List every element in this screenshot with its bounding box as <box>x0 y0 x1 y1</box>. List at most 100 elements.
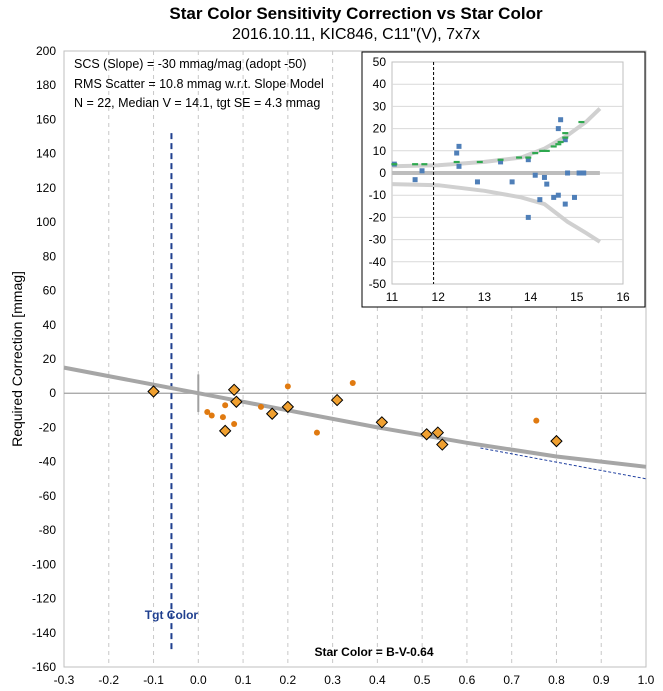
main-y-tick-label: -160 <box>32 660 56 674</box>
inset-dash-point <box>516 156 523 159</box>
inset-square-point <box>525 214 531 220</box>
inset-dash-point <box>412 163 419 166</box>
main-y-tick-label: -120 <box>32 592 56 606</box>
inset-dash-point <box>550 145 557 148</box>
main-y-tick-label: 200 <box>36 44 56 58</box>
inset-x-tick-label: 14 <box>524 290 538 304</box>
stats-line-2: RMS Scatter = 10.8 mmag w.r.t. Slope Mod… <box>74 77 324 91</box>
inset-square-point <box>581 170 587 176</box>
inset-square-point <box>537 197 543 203</box>
dot-point <box>313 429 320 436</box>
diamond-point <box>375 416 389 429</box>
inset-y-tick-label: 0 <box>379 166 386 180</box>
diamond-point <box>431 426 445 439</box>
chart-title: Star Color Sensitivity Correction vs Sta… <box>169 4 543 23</box>
main-y-tick-labels: -160 -140 -120 -100 -80 -60 -40 -20 0 20 40 60 80 100… <box>32 44 56 674</box>
inset-dash-point <box>497 158 504 161</box>
fit-curve <box>63 365 647 469</box>
inset-square-point <box>571 194 577 200</box>
diamond-point <box>147 385 160 398</box>
diamond-point <box>227 383 241 397</box>
main-x-tick-labels: -0.3 -0.2 -0.1 0.0 0.1 0.2 0.3 0.4 0.5 0.6 0.7 0.8 0… <box>54 673 655 687</box>
diamond-point <box>436 438 449 451</box>
main-data-points <box>147 379 563 451</box>
dot-point <box>219 414 226 421</box>
stats-line-3: N = 22, Median V = 14.1, tgt SE = 4.3 mm… <box>74 96 320 110</box>
inset-x-tick-label: 15 <box>570 290 584 304</box>
diamond-point <box>550 434 563 448</box>
inset-dash-point <box>525 156 532 159</box>
chart-subtitle: 2016.10.11, KIC846, C11"(V), 7x7x <box>232 26 480 43</box>
inset-dash-point <box>562 132 569 135</box>
dot-point <box>231 421 238 428</box>
main-y-tick-label: 100 <box>36 215 56 229</box>
inset-y-tick-label: -10 <box>369 188 387 202</box>
main-y-tick-label: 120 <box>36 181 56 195</box>
inset-square-point <box>419 168 425 174</box>
inset-dash-point <box>391 163 398 166</box>
inset-dash-point <box>543 149 550 152</box>
main-y-tick-label: 80 <box>43 249 57 263</box>
inset-y-tick-label: 30 <box>373 99 387 113</box>
inset-dash-point <box>421 163 428 166</box>
y-axis-label: Required Correction [mmag] <box>9 271 25 447</box>
main-x-tick-label: 0.3 <box>324 673 341 687</box>
stats-line-1: SCS (Slope) = -30 mmag/mag (adopt -50) <box>74 57 306 71</box>
main-y-tick-label: -100 <box>32 557 56 571</box>
main-x-tick-label: 0.2 <box>280 673 297 687</box>
main-gridlines <box>108 51 602 667</box>
inset-x-tick-label: 11 <box>386 290 399 304</box>
inset-data-points <box>391 117 587 220</box>
inset-x-tick-label: 16 <box>616 290 630 304</box>
main-y-tick-label: 40 <box>43 318 57 332</box>
main-x-tick-label: 0.5 <box>414 673 431 687</box>
diamond-point <box>330 393 344 407</box>
main-y-tick-label: -40 <box>39 455 57 469</box>
diamond-point <box>420 428 433 441</box>
inset-square-point <box>541 174 547 180</box>
inset-square-point <box>544 181 550 187</box>
inset-square-point <box>551 194 557 200</box>
inset-dash-point <box>453 160 460 164</box>
inset-square-point <box>456 143 462 149</box>
main-x-tick-label: 0.6 <box>459 673 476 687</box>
diamond-point <box>230 395 243 408</box>
inset-square-point <box>456 163 462 169</box>
main-y-tick-label: 140 <box>36 147 56 161</box>
main-y-tick-label: -140 <box>32 626 56 640</box>
inset-square-point <box>565 170 571 176</box>
main-y-tick-label: 20 <box>43 352 57 366</box>
dot-point <box>533 417 540 424</box>
inset-y-tick-label: -30 <box>369 233 387 247</box>
main-x-tick-label: 1.0 <box>638 673 655 687</box>
inset-square-point <box>412 177 418 183</box>
main-x-tick-label: 0.0 <box>190 673 207 687</box>
inset-y-tick-label: -40 <box>369 255 387 269</box>
dot-point <box>257 403 264 410</box>
inset-dash-point <box>578 120 585 124</box>
inset-square-point <box>532 172 538 178</box>
inset-y-tick-label: 50 <box>373 55 387 69</box>
main-x-tick-label: 0.9 <box>593 673 610 687</box>
inset-square-point <box>498 159 504 165</box>
main-y-tick-label: 60 <box>43 284 57 298</box>
diamond-point <box>218 424 232 438</box>
inset-lower-envelope <box>391 182 601 244</box>
inset-x-tick-label: 13 <box>478 290 492 304</box>
main-x-tick-label: 0.1 <box>235 673 252 687</box>
dot-point <box>208 412 215 419</box>
inset-y-tick-label: 40 <box>373 77 387 91</box>
inset-square-point <box>454 150 460 156</box>
inset-chart: -50 -40 -30 -20 -10 0 10 20 30 40 50 11 12 13 14 15 16 <box>361 51 646 308</box>
inset-dash-point <box>476 160 483 164</box>
main-y-tick-label: -80 <box>39 523 57 537</box>
inset-square-point <box>555 192 561 198</box>
main-y-tick-label: 180 <box>36 78 56 92</box>
inset-square-point <box>558 117 564 123</box>
main-x-tick-label: 0.7 <box>503 673 520 687</box>
main-y-tick-label: 160 <box>36 112 56 126</box>
main-x-tick-label: -0.2 <box>98 673 119 687</box>
inset-y-tick-label: -50 <box>369 277 387 291</box>
stats-box: SCS (Slope) = -30 mmag/mag (adopt -50) R… <box>74 57 324 110</box>
main-x-tick-label: -0.1 <box>143 673 164 687</box>
